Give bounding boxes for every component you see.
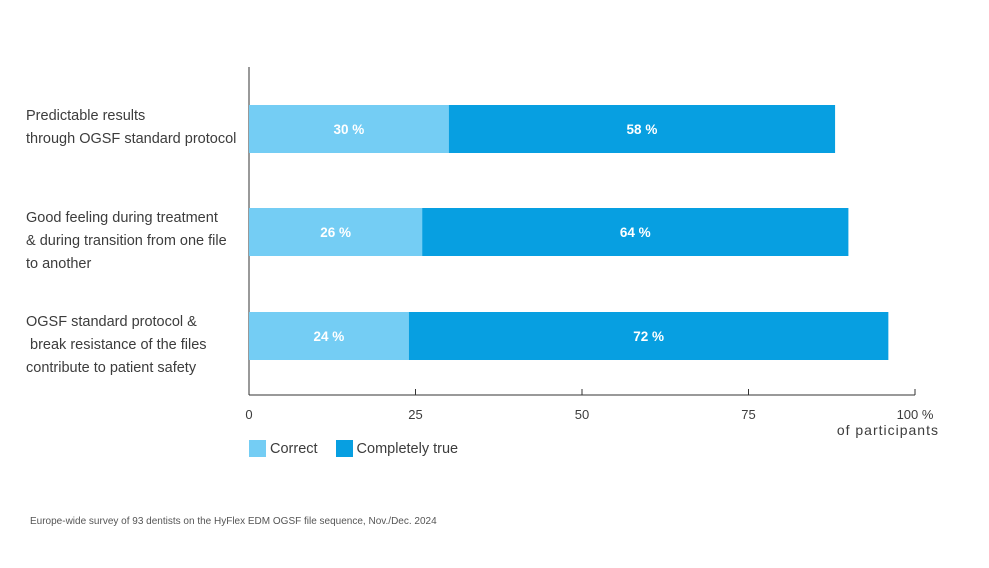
- bar-correct: [249, 312, 409, 360]
- legend-swatch-correct: [249, 440, 266, 457]
- x-tick-label: 75: [741, 407, 755, 422]
- data-label: 26 %: [320, 225, 351, 240]
- category-label: Predictable results through OGSF standard…: [26, 105, 248, 151]
- data-label: 64 %: [620, 225, 651, 240]
- data-label: 30 %: [334, 122, 365, 137]
- data-label: 72 %: [633, 329, 664, 344]
- category-label-line: Predictable results: [26, 108, 146, 124]
- data-label: 24 %: [314, 329, 345, 344]
- category-label-line: break resistance of the files: [26, 337, 207, 353]
- category-label: Good feeling during treatment & during tr…: [26, 207, 248, 276]
- legend: Correct Completely true: [249, 440, 476, 457]
- category-label-line: & during transition from one file: [26, 233, 227, 249]
- category-label-line: contribute to patient safety: [26, 360, 197, 376]
- source-footnote: Europe-wide survey of 93 dentists on the…: [30, 516, 437, 527]
- x-tick-label: 50: [575, 407, 589, 422]
- category-label-line: through OGSF standard protocol: [26, 131, 237, 147]
- bar-correct: [249, 208, 423, 256]
- category-label: OGSF standard protocol & break resistanc…: [26, 311, 248, 380]
- legend-label-correct: Correct: [270, 440, 318, 457]
- category-label-line: OGSF standard protocol &: [26, 314, 197, 330]
- legend-item-completely-true: Completely true: [335, 440, 459, 457]
- data-label: 58 %: [627, 122, 658, 137]
- legend-item-correct: Correct: [249, 440, 318, 457]
- category-label-line: Good feeling during treatment: [26, 210, 218, 226]
- x-tick-label: 100 %: [897, 407, 934, 422]
- bar-correct: [249, 105, 449, 153]
- x-axis-title: of participants: [836, 422, 939, 438]
- x-tick-label: 0: [245, 407, 252, 422]
- bar-completely-true: [408, 312, 889, 360]
- bar-completely-true: [422, 208, 849, 256]
- x-tick-label: 25: [408, 407, 422, 422]
- legend-label-completely-true: Completely true: [356, 440, 459, 457]
- bar-completely-true: [448, 105, 836, 153]
- legend-swatch-completely-true: [335, 440, 353, 457]
- category-label-line: to another: [26, 256, 92, 272]
